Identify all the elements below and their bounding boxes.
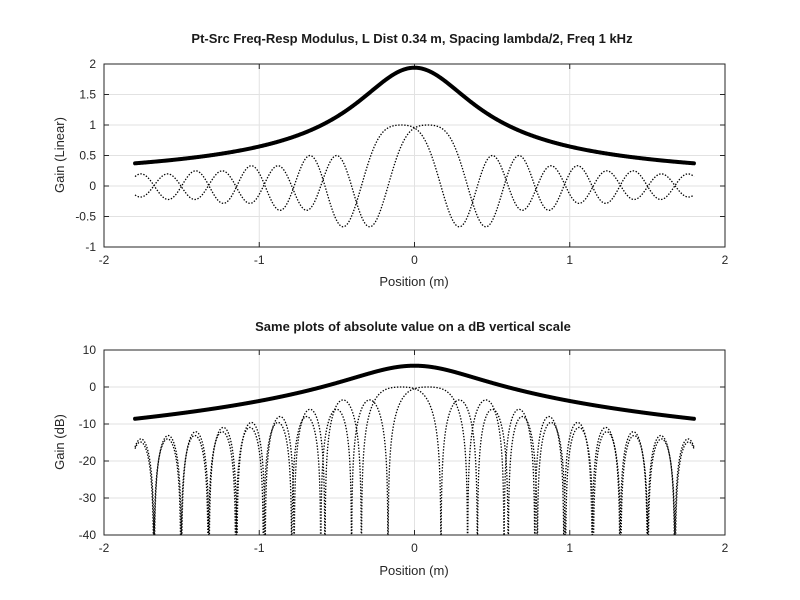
y-tick-label: 0 [89, 380, 96, 394]
x-tick-label: -2 [99, 541, 110, 555]
top-series [133, 65, 696, 228]
x-tick-label: -1 [254, 541, 265, 555]
y-tick-label: -10 [79, 417, 97, 431]
bottom-chart-title: Same plots of absolute value on a dB ver… [255, 319, 571, 334]
series-component-b-db-line [134, 386, 695, 535]
bottom-grid [103, 349, 726, 536]
y-tick-label: -40 [79, 528, 97, 542]
top-axes-box [103, 63, 726, 248]
bottom-series [133, 363, 696, 535]
x-tick-label: 1 [566, 253, 573, 267]
bottom-y-axis-label: Gain (dB) [52, 414, 67, 470]
top-ticks: -2 -1 0 1 2-1-0.500.511.52 [75, 57, 728, 267]
x-tick-label: 2 [722, 253, 729, 267]
y-tick-label: -0.5 [75, 210, 96, 224]
x-tick-label: 0 [411, 541, 418, 555]
y-tick-label: 1.5 [79, 88, 96, 102]
series-sum-modulus-line [133, 65, 696, 166]
top-y-axis-label: Gain (Linear) [52, 117, 67, 193]
bottom-axes-box [103, 349, 726, 536]
y-tick-label: -20 [79, 454, 97, 468]
y-tick-label: 10 [83, 343, 97, 357]
y-tick-label: 0 [89, 179, 96, 193]
x-tick-label: 2 [722, 541, 729, 555]
x-tick-label: -2 [99, 253, 110, 267]
bottom-subplot: Same plots of absolute value on a dB ver… [52, 319, 729, 578]
series-component-a-db-line [134, 386, 695, 535]
bottom-x-axis-label: Position (m) [379, 563, 448, 578]
y-tick-label: -30 [79, 491, 97, 505]
y-tick-label: 0.5 [79, 149, 96, 163]
y-tick-label: -1 [85, 240, 96, 254]
series-component-b-line [134, 124, 695, 228]
y-tick-label: 2 [89, 57, 96, 71]
y-tick-label: 1 [89, 118, 96, 132]
top-x-axis-label: Position (m) [379, 274, 448, 289]
x-tick-label: -1 [254, 253, 265, 267]
series-component-a-line [134, 124, 695, 228]
top-subplot: Pt-Src Freq-Resp Modulus, L Dist 0.34 m,… [52, 31, 729, 289]
x-tick-label: 1 [566, 541, 573, 555]
series-sum-modulus-db-line [133, 363, 696, 421]
x-tick-label: 0 [411, 253, 418, 267]
top-chart-title: Pt-Src Freq-Resp Modulus, L Dist 0.34 m,… [191, 31, 633, 46]
